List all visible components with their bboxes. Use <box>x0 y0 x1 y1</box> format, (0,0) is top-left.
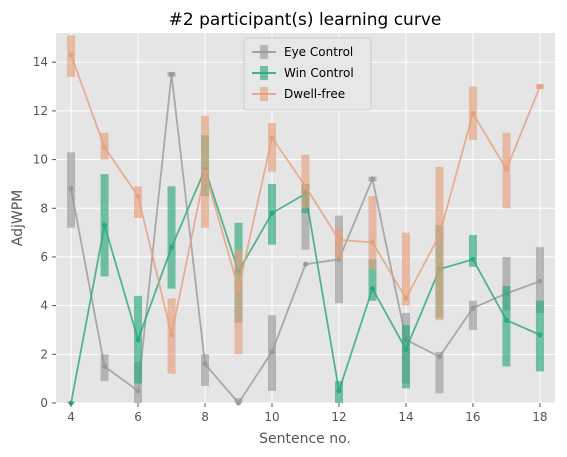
box-mark <box>134 186 143 218</box>
data-point <box>102 222 108 228</box>
y-tick-label: 2 <box>40 347 48 361</box>
data-point <box>135 193 141 199</box>
legend-swatch <box>260 45 268 59</box>
box-mark <box>502 256 511 311</box>
y-tick-label: 14 <box>33 55 48 69</box>
data-point <box>537 332 543 338</box>
legend: Eye Control Win Control Dwell-free <box>243 37 372 111</box>
data-point <box>436 232 442 238</box>
data-point <box>102 144 108 150</box>
data-point <box>403 346 409 352</box>
box-mark <box>435 166 444 321</box>
data-point <box>537 278 543 284</box>
data-point <box>470 110 476 116</box>
legend-swatch <box>260 66 268 80</box>
y-tick-label: 12 <box>33 104 48 118</box>
data-point <box>202 361 208 367</box>
y-tick-label: 0 <box>40 396 48 410</box>
y-tick-label: 10 <box>33 153 48 167</box>
x-tick-label: 14 <box>398 410 413 424</box>
x-tick-label: 8 <box>201 410 209 424</box>
y-axis-title: AdjWPM <box>10 190 26 246</box>
data-point <box>336 237 342 243</box>
chart-title: #2 participant(s) learning curve <box>169 10 442 30</box>
data-point <box>202 169 208 175</box>
data-point <box>269 210 275 216</box>
y-tick-label: 6 <box>40 250 48 264</box>
legend-label: Eye Control <box>284 45 353 59</box>
data-point <box>537 84 543 90</box>
y-axis-ticks: 0 2 4 6 8 10 12 14 <box>33 55 56 410</box>
box-mark <box>368 196 377 270</box>
data-point <box>102 363 108 369</box>
data-point <box>470 305 476 311</box>
data-point <box>135 388 141 394</box>
data-point <box>269 349 275 355</box>
box-mark <box>401 232 410 306</box>
data-point <box>68 52 74 58</box>
box-mark <box>334 227 343 260</box>
series-2 <box>67 35 544 374</box>
data-point <box>369 176 375 182</box>
legend-label: Dwell-free <box>284 87 345 101</box>
x-tick-label: 4 <box>67 410 75 424</box>
box-mark <box>468 235 477 267</box>
data-point <box>303 261 308 267</box>
data-point <box>269 135 275 141</box>
box-mark <box>234 249 243 355</box>
data-point <box>236 286 242 292</box>
data-point <box>135 337 141 343</box>
x-tick-label: 12 <box>331 410 346 424</box>
x-tick-label: 16 <box>465 410 480 424</box>
legend-swatch <box>260 87 268 101</box>
x-axis-title: Sentence no. <box>259 431 351 447</box>
data-point <box>403 295 409 301</box>
x-axis-ticks: 4 6 8 10 12 14 16 18 <box>67 403 548 424</box>
data-point <box>303 183 308 189</box>
data-point <box>169 71 175 77</box>
box-mark <box>301 154 310 209</box>
legend-label: Win Control <box>284 66 354 80</box>
y-tick-label: 4 <box>40 299 48 313</box>
y-tick-label: 8 <box>40 201 48 215</box>
legend-box <box>243 37 372 111</box>
data-point <box>169 244 175 250</box>
box-mark <box>201 354 210 386</box>
box-mark <box>435 351 444 394</box>
data-point <box>336 388 342 394</box>
data-point <box>169 332 175 338</box>
box-mark <box>401 325 410 389</box>
data-point <box>68 186 74 192</box>
data-point <box>369 286 375 292</box>
data-point <box>470 256 476 262</box>
box-mark <box>268 123 277 172</box>
series-layer <box>67 35 544 406</box>
box-mark <box>368 259 377 301</box>
box-mark <box>167 186 176 289</box>
data-point <box>503 166 509 172</box>
box-mark <box>468 300 477 330</box>
box-mark <box>301 183 310 250</box>
data-point <box>369 239 375 245</box>
box-mark <box>502 286 511 367</box>
data-point <box>236 400 242 406</box>
data-point <box>436 354 442 360</box>
x-tick-label: 10 <box>264 410 279 424</box>
data-point <box>503 317 509 323</box>
x-tick-label: 18 <box>532 410 547 424</box>
x-tick-label: 6 <box>134 410 142 424</box>
